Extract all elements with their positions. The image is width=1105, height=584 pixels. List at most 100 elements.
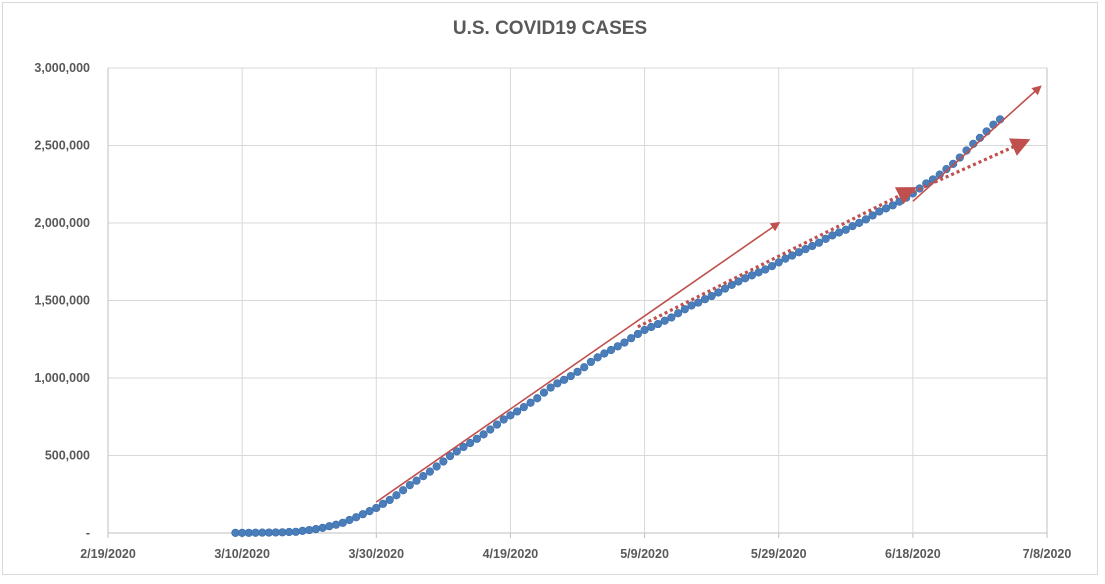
data-point (814, 238, 824, 247)
data-point (539, 388, 549, 397)
data-point (700, 295, 710, 304)
data-point (385, 495, 394, 505)
data-point (352, 513, 361, 522)
x-tick-label: 6/18/2020 (885, 547, 941, 561)
data-point (687, 301, 696, 310)
data-point (445, 451, 455, 461)
data-point (861, 215, 871, 224)
data-point (486, 425, 495, 434)
data-point (559, 375, 569, 384)
data-point (774, 258, 783, 267)
data-point (942, 165, 951, 174)
data-point (318, 523, 327, 532)
data-point (331, 520, 341, 529)
data-point (378, 499, 388, 508)
data-point (519, 403, 528, 412)
grid-layer (107, 67, 1048, 538)
data-point (633, 329, 642, 339)
data-point (452, 447, 461, 456)
y-tick-label: 3,000,000 (34, 61, 90, 75)
y-tick-label: 2,000,000 (34, 216, 90, 230)
data-point (606, 345, 616, 355)
data-point (747, 271, 756, 280)
data-point (788, 251, 797, 260)
y-tick-label: 1,500,000 (34, 294, 90, 308)
data-point (828, 231, 837, 240)
data-point (955, 153, 964, 162)
data-point (425, 467, 435, 476)
x-tick-label: 5/29/2020 (751, 547, 807, 561)
data-point (875, 207, 884, 216)
data-point (372, 503, 381, 513)
data-point (855, 218, 864, 227)
data-point (325, 522, 334, 531)
dotted-trend-arrow (912, 138, 1031, 194)
data-point (311, 524, 321, 534)
data-point (399, 486, 408, 495)
data-point (821, 234, 830, 243)
data-point (600, 349, 609, 358)
data-point (492, 420, 502, 429)
data-point (513, 407, 522, 416)
data-point (580, 363, 589, 372)
data-point (466, 438, 475, 448)
data-point (754, 268, 763, 277)
data-point (546, 383, 555, 392)
data-point (888, 201, 897, 210)
y-tick-label: 1,000,000 (34, 371, 90, 385)
data-point (573, 367, 582, 376)
x-axis-labels: 2/19/2020 3/10/2020 3/30/2020 4/19/2020 5/9/… (80, 547, 1071, 561)
data-point (841, 225, 850, 234)
data-point (761, 265, 770, 274)
data-point (412, 476, 421, 485)
data-point (553, 379, 562, 388)
data-point (694, 298, 703, 307)
solid-trend-arrow (912, 85, 1042, 202)
data-point (781, 254, 790, 263)
data-point (365, 507, 374, 516)
data-point (720, 284, 730, 293)
x-tick-label: 3/30/2020 (348, 547, 404, 561)
y-tick-label: - (86, 526, 90, 540)
data-point (741, 274, 750, 283)
data-point (667, 313, 676, 322)
data-point (291, 527, 300, 536)
data-point (506, 411, 515, 420)
x-tick-label: 2/19/2020 (80, 547, 136, 561)
data-point (432, 462, 441, 471)
chart-title: U.S. COVID19 CASES (453, 18, 647, 39)
data-point (419, 472, 428, 481)
data-point (459, 442, 468, 452)
x-tick-label: 5/9/2020 (620, 547, 669, 561)
data-points (231, 115, 1005, 537)
data-point (358, 510, 367, 519)
data-point (405, 481, 414, 490)
data-point (881, 204, 891, 213)
data-point (707, 291, 716, 301)
x-tick-label: 7/8/2020 (1023, 547, 1072, 561)
data-point (305, 525, 314, 535)
trend-arrows (375, 85, 1042, 503)
chart-border (2, 2, 1098, 575)
y-axis-labels: - 500,000 1,000,000 1,500,000 2,000,000 2,500… (34, 61, 90, 540)
data-point (848, 222, 857, 231)
data-point (613, 342, 622, 351)
data-point (727, 280, 736, 289)
x-tick-label: 4/19/2020 (483, 547, 539, 561)
data-point (392, 491, 401, 500)
data-point (640, 325, 649, 335)
data-point (808, 241, 817, 251)
data-point (714, 288, 723, 297)
data-point (801, 244, 810, 254)
x-tick-label: 3/10/2020 (214, 547, 270, 561)
data-point (526, 398, 535, 407)
data-point (566, 371, 575, 381)
data-point (620, 338, 629, 347)
data-point (499, 415, 508, 424)
data-point (680, 305, 689, 314)
data-point (734, 277, 743, 286)
data-point (298, 526, 307, 535)
data-point (533, 394, 542, 403)
